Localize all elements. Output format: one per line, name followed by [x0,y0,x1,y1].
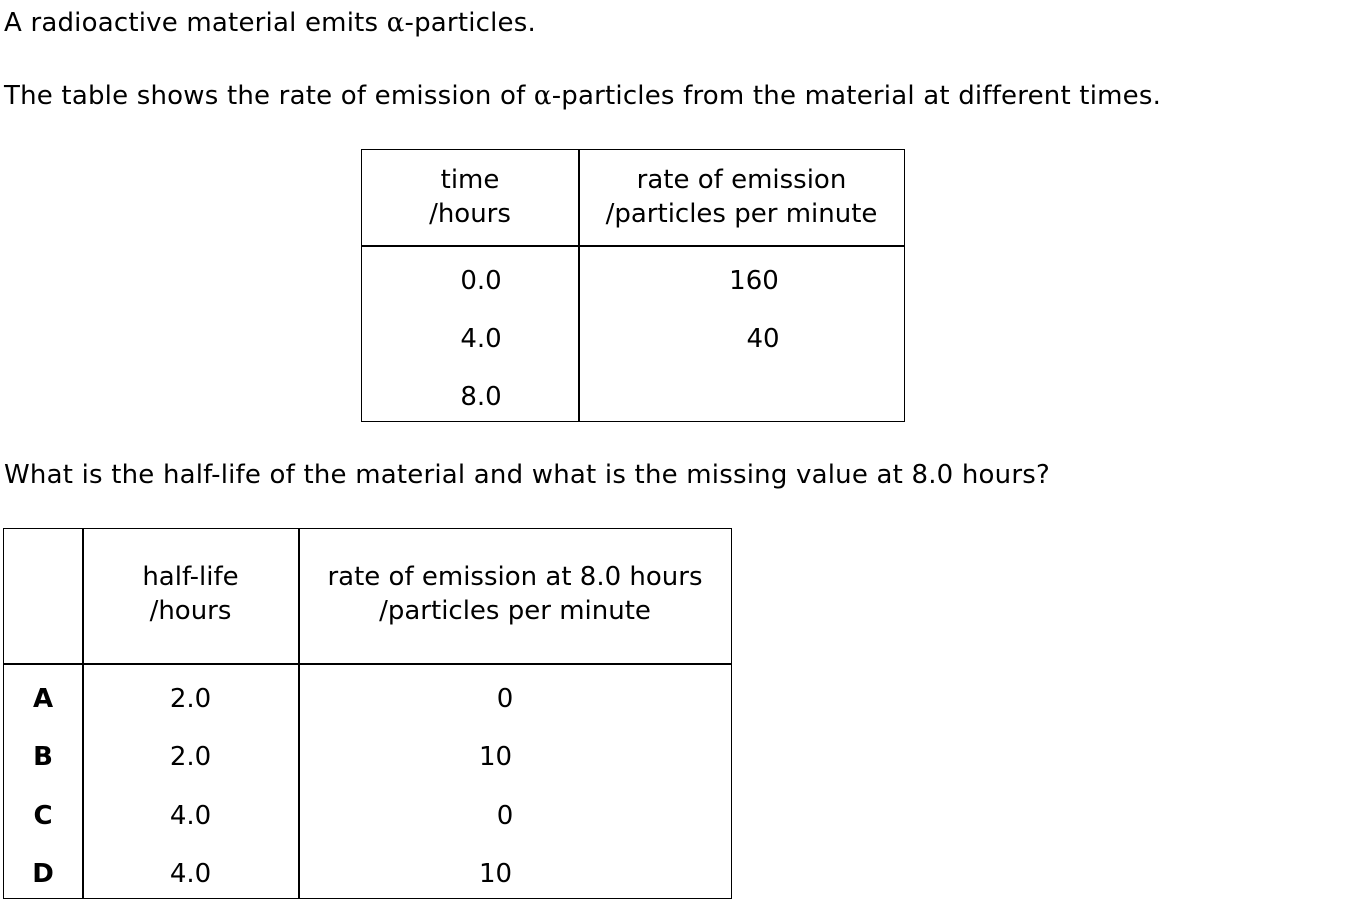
half-life-cell: 2.0 [169,742,212,772]
header-time-label: time [440,165,500,195]
header-rate-8h-unit: /particles per minute [379,596,651,626]
half-life-cell: 4.0 [169,859,212,889]
time-cell: 4.0 [460,324,502,354]
answer-options-table: half-life /hours rate of emission at 8.0… [3,528,732,899]
half-life-cell: 4.0 [169,801,212,831]
table-divider [82,529,84,898]
emission-table: time /hours rate of emission /particles … [361,149,905,422]
table-divider [578,150,580,421]
alpha-symbol: α [386,8,405,38]
intro-line-2-suffix: -particles from the material at differen… [551,81,1162,111]
option-letter: D [32,859,54,889]
rate-cell: 0 [496,684,514,714]
table-divider [4,663,731,665]
header-rate-8h: rate of emission at 8.0 hours /particles… [299,560,731,628]
option-letter: C [33,801,53,831]
rate-cell: 10 [478,742,513,772]
option-letter: B [33,742,53,772]
header-time: time /hours [362,163,578,231]
time-cell: 8.0 [460,382,502,412]
table-divider [298,529,300,898]
header-rate-8h-label: rate of emission at 8.0 hours [327,562,703,592]
rate-cell: 10 [478,859,513,889]
intro-line-1: A radioactive material emits α-particles… [4,7,536,39]
rate-cell: 160 [729,266,779,296]
alpha-symbol: α [533,81,552,111]
rate-cell: 0 [496,801,514,831]
intro-line-1-suffix: -particles. [404,8,536,38]
header-rate-unit: /particles per minute [605,199,878,229]
intro-line-2: The table shows the rate of emission of … [4,80,1161,112]
header-rate: rate of emission /particles per minute [579,163,904,231]
time-cell: 0.0 [460,266,502,296]
header-half-life: half-life /hours [83,560,298,628]
header-rate-label: rate of emission [636,165,847,195]
header-time-unit: /hours [429,199,511,229]
header-half-life-label: half-life [142,562,239,592]
question-text: What is the half-life of the material an… [4,460,1050,490]
intro-line-1-text: A radioactive material emits [4,8,387,38]
rate-cell: 40 [746,324,780,354]
table-divider [362,245,904,247]
header-half-life-unit: /hours [149,596,232,626]
half-life-cell: 2.0 [169,684,212,714]
option-letter: A [32,684,54,714]
intro-line-2-text: The table shows the rate of emission of [4,81,534,111]
